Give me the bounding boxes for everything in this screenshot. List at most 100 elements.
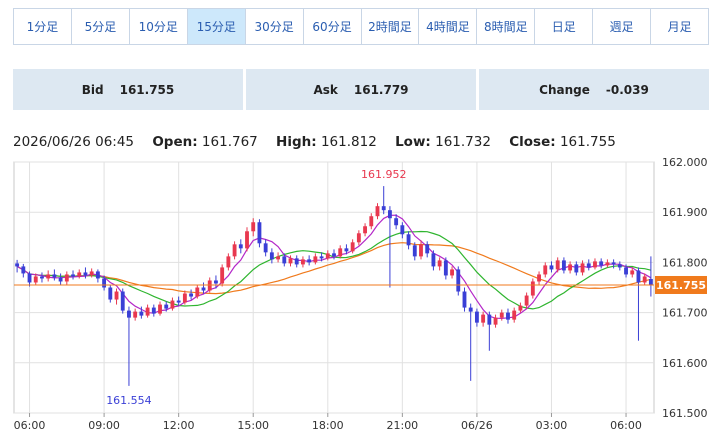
candle-body [164, 304, 169, 309]
x-tick-label: 18:00 [312, 419, 344, 432]
candle-body [294, 258, 299, 265]
candle-body [257, 222, 262, 244]
candle-body [530, 281, 535, 296]
candle-body [127, 310, 131, 318]
x-tick-label: 06:00 [14, 419, 46, 432]
candle-body [52, 274, 57, 278]
bid-label: Bid [81, 82, 104, 97]
tab-timeframe[interactable]: 30分足 [246, 9, 304, 44]
current-price-label: 161.755 [656, 279, 706, 292]
candle-body [493, 317, 498, 325]
candle-body [555, 260, 560, 270]
plot-area [13, 161, 655, 414]
candle-body [269, 252, 274, 260]
candle-body [189, 293, 194, 297]
tab-timeframe[interactable]: 月足 [667, 20, 692, 34]
candle-body [201, 287, 206, 291]
open-label: Open: [152, 134, 198, 150]
candle-body [182, 293, 187, 303]
candle-body [642, 276, 647, 283]
candle-body [151, 307, 156, 314]
low-value: 161.732 [435, 134, 491, 150]
candle-body [375, 206, 380, 217]
candle-body [487, 314, 492, 325]
tab-timeframe[interactable]: 2時間足 [362, 9, 420, 44]
x-tick-label: 15:00 [237, 419, 269, 432]
candle-body [568, 264, 573, 271]
candle-body [102, 278, 107, 288]
ma-long-line [16, 242, 652, 295]
tab-timeframe[interactable]: 10分足 [130, 9, 188, 44]
candle-body [214, 280, 218, 284]
candle-body [207, 280, 212, 291]
tab-timeframe[interactable]: 60分足 [304, 9, 362, 44]
candle-body [363, 226, 367, 234]
candle-body [431, 253, 436, 267]
bid-box: Bid 161.755 [13, 69, 243, 110]
candle-body [139, 311, 144, 316]
y-tick-label: 161.800 [662, 256, 708, 269]
candle-body [400, 225, 405, 235]
tab-timeframe[interactable]: 週足 [593, 9, 652, 44]
candle-body [158, 304, 162, 314]
candle-body [108, 287, 113, 300]
candle-body [412, 245, 417, 257]
current-price-tag [655, 275, 707, 294]
x-tick-label: 03:00 [536, 419, 568, 432]
ask-value: 161.779 [353, 82, 409, 97]
candle-body [549, 265, 554, 270]
candle-body [195, 287, 200, 297]
bid-value: 161.755 [119, 82, 175, 97]
candle-body [313, 256, 318, 263]
candle-body [325, 253, 330, 259]
x-tick-label: 06:00 [610, 419, 642, 432]
candle-body [338, 248, 343, 257]
tab-timeframe[interactable]: 8時間足 [477, 9, 536, 44]
x-tick-label: 09:00 [88, 419, 120, 432]
candle-body [307, 259, 312, 263]
candle-body [593, 261, 597, 268]
candle-body [543, 265, 548, 275]
change-box: Change -0.039 [479, 69, 709, 110]
tab-timeframe[interactable]: 4時間足 [419, 9, 478, 44]
candle-body [263, 243, 268, 253]
candle-body [288, 258, 293, 264]
candle-body [387, 210, 392, 219]
candle-body [636, 270, 641, 283]
candle-body [77, 272, 82, 277]
candle-body [624, 267, 628, 275]
tab-timeframe[interactable]: 1分足 [14, 9, 72, 44]
candle-body [64, 274, 69, 282]
open-value: 161.767 [201, 134, 258, 150]
candle-body [21, 266, 26, 274]
candle-body [114, 291, 119, 300]
x-tick-label: 12:00 [163, 419, 195, 432]
tab-timeframe[interactable]: 15分足 [187, 9, 246, 44]
candle-body [468, 307, 473, 312]
candlestick-chart[interactable]: 162.000 161.900 161.800 161.700 161.600 161.5… [0, 150, 720, 436]
candle-body [586, 263, 591, 268]
candle-body [499, 312, 504, 318]
candle-body [33, 276, 38, 283]
tab-timeframe[interactable]: 5分足 [72, 9, 130, 44]
candle-body [226, 256, 231, 268]
close-value: 161.755 [559, 134, 616, 150]
candle-body [537, 274, 541, 282]
candle-body [133, 311, 138, 318]
candle-body [381, 206, 386, 211]
candle-body [176, 300, 181, 303]
candle-body [369, 216, 374, 227]
candle-body [350, 242, 355, 252]
candle-body [319, 256, 324, 259]
candle-body [481, 314, 486, 323]
candle-body [89, 271, 94, 276]
candle-body [630, 270, 635, 275]
candle-body [220, 267, 225, 284]
candle-body [617, 264, 622, 268]
candle-body [406, 234, 411, 246]
tab-timeframe[interactable]: 日足 [535, 9, 594, 44]
y-tick-label: 161.900 [662, 206, 708, 219]
candle-body [120, 291, 125, 311]
candle-body [276, 256, 281, 260]
candle-body [232, 244, 237, 257]
